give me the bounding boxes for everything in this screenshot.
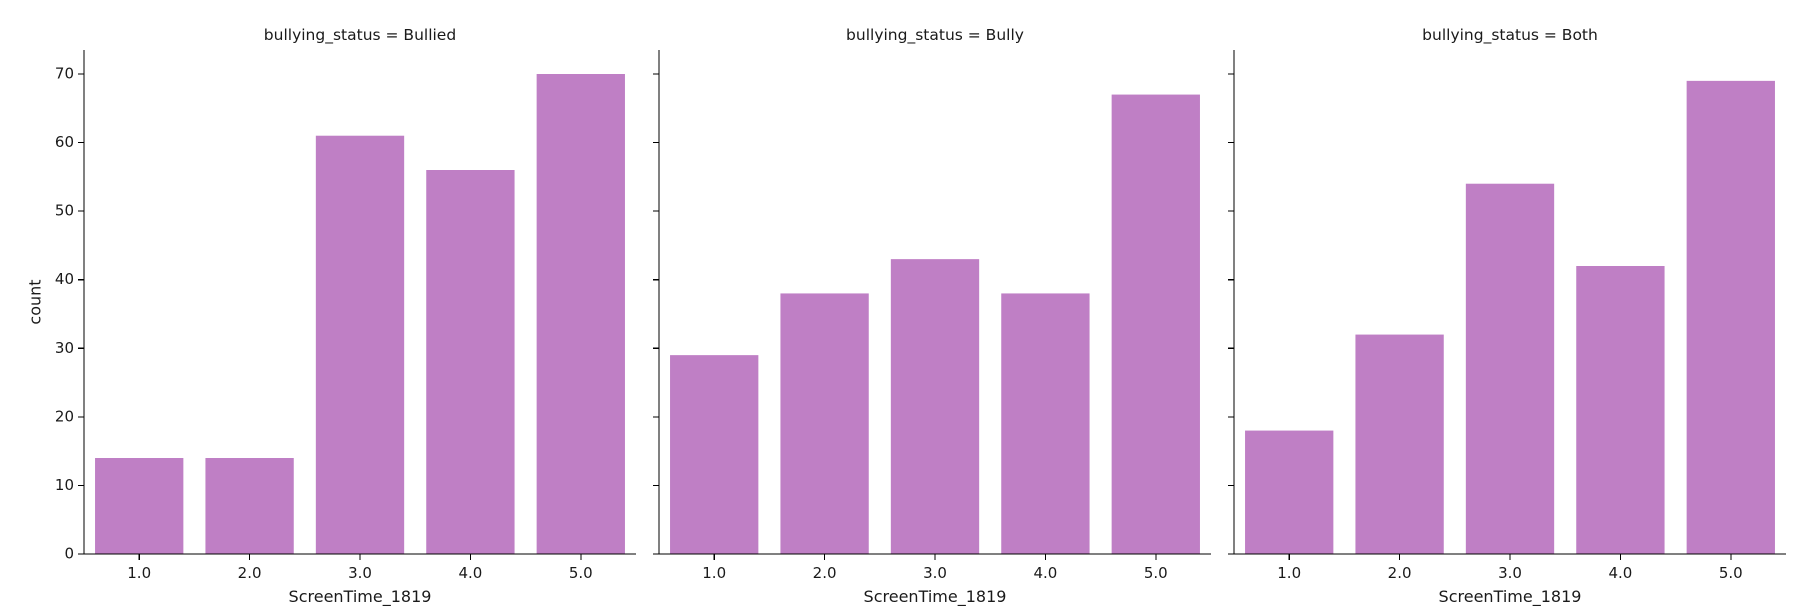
y-tick-label: 0 — [64, 545, 74, 563]
bar — [205, 458, 294, 554]
y-tick-label: 70 — [55, 65, 74, 83]
y-tick-label: 20 — [55, 407, 74, 425]
panel-title: bullying_status = Bullied — [264, 26, 456, 45]
y-tick-label: 40 — [55, 270, 74, 288]
bar — [426, 170, 515, 554]
bar — [890, 259, 980, 554]
x-tick-label: 1.0 — [702, 564, 726, 582]
x-tick-label: 3.0 — [923, 564, 947, 582]
y-tick-label: 50 — [55, 202, 74, 220]
bar — [536, 74, 625, 554]
panel-3: 1.0 2.0 3.0 4.0 5.0 ScreenTime_1819 bullying_s… — [1228, 26, 1786, 607]
bar — [1686, 80, 1775, 555]
x-tick-label: 2.0 — [238, 564, 262, 582]
y-axis-label: count — [26, 279, 45, 324]
bar — [780, 293, 869, 554]
bar — [95, 458, 184, 554]
x-tick-label: 1.0 — [127, 564, 151, 582]
bar — [1001, 293, 1090, 554]
bar — [1465, 183, 1555, 554]
bar — [1245, 430, 1334, 554]
x-tick-label: 5.0 — [569, 564, 593, 582]
x-tick-label: 3.0 — [1498, 564, 1522, 582]
panel-1: 0 10 20 30 40 50 60 70 1.0 2.0 3.0 4.0 5.0 ScreenTime… — [55, 26, 636, 607]
x-tick-label: 2.0 — [1388, 564, 1412, 582]
bar — [670, 355, 759, 554]
bar — [1111, 94, 1200, 554]
x-tick-label: 4.0 — [458, 564, 482, 582]
x-axis-label: ScreenTime_1819 — [289, 587, 432, 607]
x-tick-label: 1.0 — [1277, 564, 1301, 582]
x-tick-label: 4.0 — [1608, 564, 1632, 582]
y-tick-label: 30 — [55, 339, 74, 357]
panel-title: bullying_status = Both — [1422, 26, 1598, 45]
x-axis-label: ScreenTime_1819 — [864, 587, 1007, 607]
bar — [315, 135, 405, 554]
panel-title: bullying_status = Bully — [846, 26, 1024, 45]
bar — [1355, 334, 1444, 554]
bar — [1576, 266, 1665, 554]
panels-layer: 0 10 20 30 40 50 60 70 1.0 2.0 3.0 4.0 5.0 ScreenTime… — [55, 26, 1786, 607]
y-tick-label: 60 — [55, 133, 74, 151]
x-axis-label: ScreenTime_1819 — [1439, 587, 1582, 607]
x-tick-label: 4.0 — [1033, 564, 1057, 582]
x-tick-label: 5.0 — [1144, 564, 1168, 582]
x-tick-label: 3.0 — [348, 564, 372, 582]
y-tick-label: 10 — [55, 476, 74, 494]
x-tick-label: 2.0 — [813, 564, 837, 582]
x-tick-label: 5.0 — [1719, 564, 1743, 582]
panel-2: 1.0 2.0 3.0 4.0 5.0 ScreenTime_1819 bullying_s… — [653, 26, 1211, 607]
